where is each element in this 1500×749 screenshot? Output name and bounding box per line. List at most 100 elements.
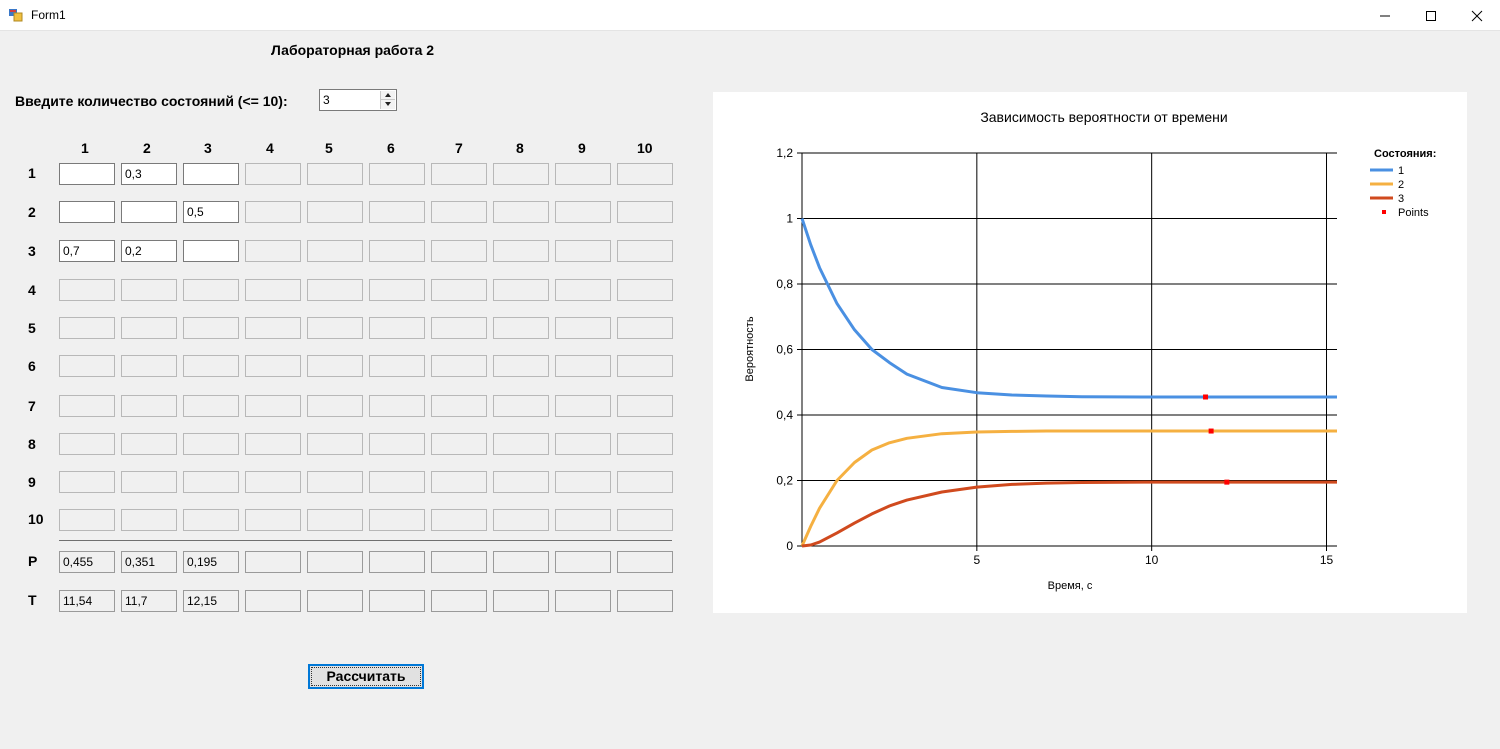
series-line-2 xyxy=(800,429,1337,547)
matrix-cell-input xyxy=(431,433,487,455)
matrix-cell-input[interactable]: 0,2 xyxy=(121,240,177,262)
matrix-cell-input[interactable]: 0,7 xyxy=(59,240,115,262)
stepper-buttons xyxy=(380,91,395,109)
matrix-cell-input xyxy=(121,355,177,377)
matrix-cell-input xyxy=(245,433,301,455)
matrix-cell-input xyxy=(431,279,487,301)
matrix-cell-input xyxy=(555,433,611,455)
t-value-cell xyxy=(369,590,425,612)
matrix-cell-input xyxy=(555,163,611,185)
p-value-cell: 0,195 xyxy=(183,551,239,573)
p-value-cell xyxy=(369,551,425,573)
matrix-cell-input xyxy=(245,471,301,493)
matrix-cell-input[interactable] xyxy=(183,240,239,262)
matrix-cell-input xyxy=(493,201,549,223)
matrix-cell-input xyxy=(617,509,673,531)
matrix-cell-input[interactable] xyxy=(59,201,115,223)
x-tick-label: 10 xyxy=(1145,553,1159,567)
matrix-cell-input xyxy=(369,201,425,223)
matrix-cell-input xyxy=(431,471,487,493)
t-value-cell xyxy=(245,590,301,612)
chart-svg: Зависимость вероятности от времени 0 0,2 0,… xyxy=(744,109,1436,592)
matrix-cell-input xyxy=(493,433,549,455)
matrix-cell-input xyxy=(183,433,239,455)
x-tick-label: 15 xyxy=(1320,553,1334,567)
matrix-cell-input xyxy=(555,279,611,301)
matrix-cell-input xyxy=(617,355,673,377)
matrix-cell-input xyxy=(431,163,487,185)
y-tick-label: 0,2 xyxy=(776,474,793,488)
calculate-button[interactable]: Рассчитать xyxy=(308,664,424,689)
p-value-cell: 0,455 xyxy=(59,551,115,573)
matrix-cell-input xyxy=(245,355,301,377)
matrix-cell-input xyxy=(307,471,363,493)
matrix-cell-input xyxy=(493,317,549,339)
matrix-cell-input xyxy=(431,201,487,223)
series-line-3 xyxy=(801,480,1337,548)
x-tick-label: 5 xyxy=(973,553,980,567)
y-axis-label: Вероятность xyxy=(744,316,756,381)
y-tick-label: 1,2 xyxy=(776,146,793,160)
matrix-cell-input xyxy=(431,395,487,417)
matrix-cell-input xyxy=(121,509,177,531)
column-header: 6 xyxy=(387,140,395,156)
matrix-cell-input xyxy=(369,433,425,455)
stepper-down-icon[interactable] xyxy=(381,100,395,109)
matrix-cell-input xyxy=(307,509,363,531)
states-count-label: Введите количество состояний (<= 10): xyxy=(15,93,288,109)
matrix-cell-input xyxy=(245,240,301,262)
matrix-cell-input xyxy=(617,471,673,493)
matrix-cell-input[interactable] xyxy=(59,163,115,185)
matrix-cell-input[interactable]: 0,3 xyxy=(121,163,177,185)
matrix-cell-input xyxy=(307,163,363,185)
matrix-cell-input xyxy=(493,395,549,417)
matrix-cell-input xyxy=(493,509,549,531)
chart-point xyxy=(1203,394,1209,400)
matrix-cell-input xyxy=(121,279,177,301)
column-header: 1 xyxy=(81,140,89,156)
chart-point xyxy=(1208,428,1214,434)
y-tick-label: 0,4 xyxy=(776,408,793,422)
divider-line xyxy=(59,540,672,541)
matrix-cell-input xyxy=(617,279,673,301)
matrix-cell-input xyxy=(555,201,611,223)
p-value-cell xyxy=(493,551,549,573)
matrix-cell-input[interactable] xyxy=(183,163,239,185)
row-header: 6 xyxy=(28,358,36,374)
row-header: 5 xyxy=(28,320,36,336)
p-value-cell xyxy=(555,551,611,573)
close-icon xyxy=(1471,10,1483,22)
close-button[interactable] xyxy=(1454,0,1500,31)
p-value-cell xyxy=(617,551,673,573)
matrix-cell-input xyxy=(555,471,611,493)
matrix-cell-input xyxy=(431,355,487,377)
matrix-cell-input xyxy=(555,317,611,339)
matrix-cell-input xyxy=(555,240,611,262)
row-header: 8 xyxy=(28,436,36,452)
legend-label: Points xyxy=(1398,207,1429,219)
matrix-cell-input[interactable] xyxy=(121,201,177,223)
matrix-cell-input xyxy=(183,471,239,493)
minimize-button[interactable] xyxy=(1362,0,1408,31)
row-header: 9 xyxy=(28,474,36,490)
matrix-cell-input xyxy=(245,279,301,301)
series-line-1 xyxy=(800,218,1337,399)
matrix-cell-input xyxy=(369,355,425,377)
matrix-cell-input[interactable]: 0,5 xyxy=(183,201,239,223)
matrix-cell-input xyxy=(121,433,177,455)
matrix-cell-input xyxy=(245,509,301,531)
minimize-icon xyxy=(1380,15,1390,17)
states-count-stepper[interactable]: 3 xyxy=(319,89,397,111)
y-tick-label: 0 xyxy=(786,539,793,553)
matrix-cell-input xyxy=(493,471,549,493)
matrix-cell-input xyxy=(617,317,673,339)
matrix-cell-input xyxy=(493,240,549,262)
maximize-button[interactable] xyxy=(1408,0,1454,31)
states-count-value[interactable]: 3 xyxy=(323,93,330,107)
x-axis-label: Время, с xyxy=(1048,580,1093,592)
matrix-cell-input xyxy=(183,355,239,377)
column-header: 2 xyxy=(143,140,151,156)
matrix-cell-input xyxy=(493,355,549,377)
matrix-cell-input xyxy=(555,509,611,531)
stepper-up-icon[interactable] xyxy=(381,91,395,100)
